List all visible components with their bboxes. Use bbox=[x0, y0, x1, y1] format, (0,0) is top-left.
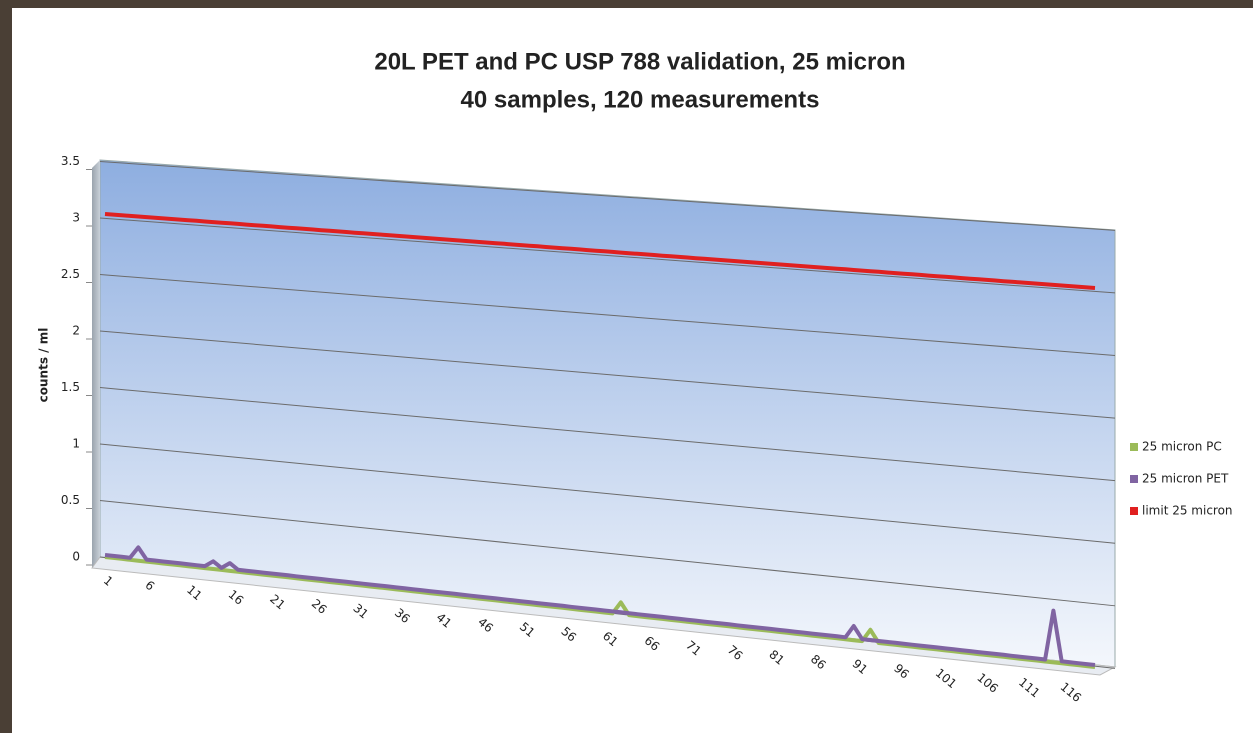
grid-line bbox=[99, 443, 1116, 544]
y-tick-label: 3 bbox=[72, 211, 80, 225]
y-tick-label: 0.5 bbox=[61, 493, 80, 507]
y-tick-label: 1.5 bbox=[61, 380, 80, 394]
side-wall bbox=[92, 160, 100, 568]
legend-label: 25 micron PC bbox=[1142, 440, 1222, 454]
grid-line bbox=[99, 161, 1116, 231]
y-tick-label: 2.5 bbox=[61, 267, 80, 281]
grid-line bbox=[99, 274, 1116, 357]
grid-line bbox=[99, 217, 1116, 294]
legend-label: 25 micron PET bbox=[1142, 472, 1229, 486]
legend-swatch bbox=[1130, 507, 1138, 515]
chart-title: 20L PET and PC USP 788 validation, 25 mi… bbox=[374, 48, 905, 75]
y-axis-label: counts / ml bbox=[37, 328, 51, 403]
legend-label: limit 25 micron bbox=[1142, 504, 1233, 518]
grid-line bbox=[99, 387, 1116, 482]
legend-swatch bbox=[1130, 475, 1138, 483]
floor bbox=[91, 556, 1117, 676]
y-tick-label: 3.5 bbox=[61, 154, 80, 168]
chart-subtitle: 40 samples, 120 measurements bbox=[461, 86, 820, 113]
legend-swatch bbox=[1130, 443, 1138, 451]
y-tick-label: 0 bbox=[72, 550, 80, 564]
series-line bbox=[104, 545, 1096, 667]
y-tick-label: 2 bbox=[72, 324, 80, 338]
series-line bbox=[104, 212, 1096, 290]
grid-line bbox=[99, 500, 1116, 607]
y-tick-label: 1 bbox=[72, 437, 80, 451]
grid-line bbox=[99, 330, 1116, 419]
